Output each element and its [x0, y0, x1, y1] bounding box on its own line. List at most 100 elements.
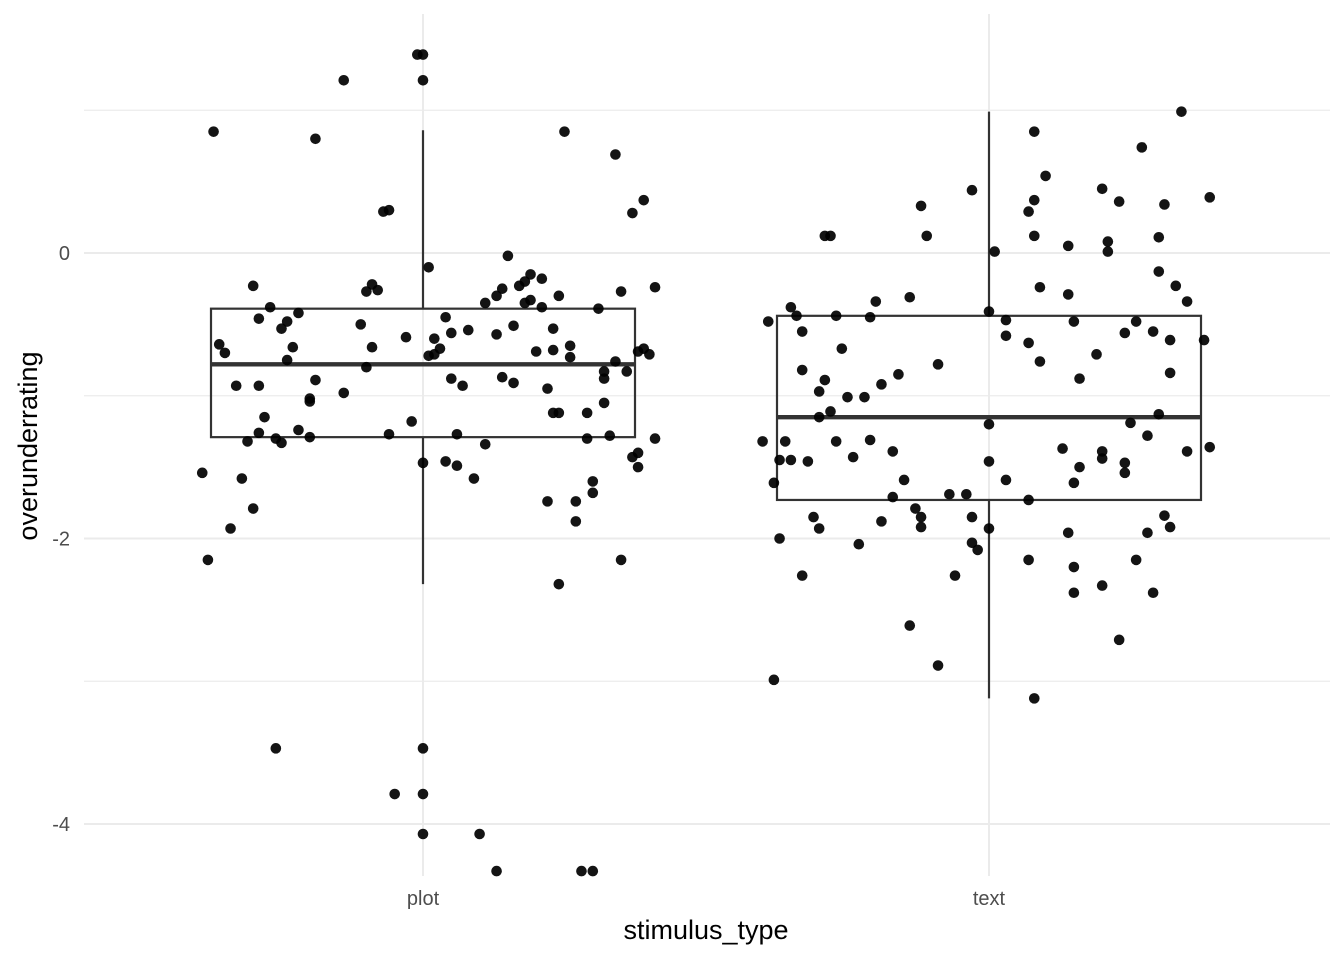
data-point	[983, 523, 995, 534]
data-point	[864, 434, 876, 446]
data-point	[293, 424, 304, 436]
data-point	[972, 544, 983, 556]
data-point	[1164, 334, 1176, 346]
data-point	[989, 246, 1000, 257]
data-point	[615, 554, 627, 566]
data-point	[762, 316, 774, 327]
data-point	[796, 364, 808, 376]
data-point	[1096, 453, 1108, 464]
data-point	[966, 511, 978, 523]
data-point	[1023, 206, 1034, 217]
data-point	[338, 387, 350, 399]
data-point	[1000, 314, 1012, 326]
data-point	[553, 578, 565, 590]
data-point	[1136, 142, 1148, 153]
data-point	[1113, 196, 1125, 207]
data-point	[791, 310, 802, 322]
data-point	[1142, 430, 1153, 442]
data-point	[904, 291, 916, 303]
data-point	[1204, 192, 1216, 203]
data-point	[1068, 477, 1080, 489]
data-point	[281, 354, 293, 366]
data-point	[446, 327, 457, 339]
data-point	[1181, 296, 1193, 307]
data-point	[496, 371, 508, 383]
data-point	[508, 377, 519, 389]
data-point	[915, 511, 927, 523]
data-point	[530, 346, 542, 357]
data-point	[491, 865, 502, 877]
data-point	[1023, 494, 1034, 506]
data-point	[417, 74, 429, 86]
data-point	[598, 366, 610, 377]
data-point	[1130, 554, 1142, 566]
data-point	[1068, 316, 1080, 327]
x-axis-title: stimulus_type	[623, 915, 788, 945]
data-point	[1159, 199, 1170, 210]
data-point	[491, 290, 502, 302]
data-point	[542, 383, 553, 394]
data-point	[304, 396, 316, 407]
data-point	[825, 406, 836, 417]
data-point	[1153, 409, 1165, 420]
data-point	[310, 133, 321, 145]
data-point	[983, 456, 995, 467]
data-point	[570, 496, 582, 507]
box-rect	[209, 307, 637, 439]
data-point	[910, 503, 921, 514]
data-point	[1119, 457, 1131, 469]
data-point	[1164, 367, 1176, 379]
data-point	[1164, 521, 1176, 533]
data-point	[1091, 349, 1102, 360]
data-point	[553, 407, 565, 419]
data-point	[361, 361, 372, 373]
data-point	[842, 391, 853, 403]
data-point	[1170, 280, 1182, 292]
data-point	[825, 230, 836, 242]
data-point	[310, 374, 321, 386]
data-point	[1068, 561, 1080, 573]
data-point	[253, 380, 265, 392]
data-point	[389, 788, 401, 800]
data-point	[887, 446, 899, 457]
data-point	[1130, 316, 1142, 327]
data-point	[259, 411, 270, 423]
data-point	[1034, 281, 1046, 293]
x-tick-label-plot: plot	[407, 888, 440, 910]
data-point	[253, 313, 265, 324]
data-point	[553, 290, 565, 302]
data-point	[1102, 236, 1114, 247]
data-point	[621, 366, 633, 377]
data-point	[496, 283, 508, 294]
data-point	[451, 460, 463, 471]
data-point	[304, 431, 316, 443]
data-point	[1147, 326, 1159, 337]
data-point	[264, 301, 276, 313]
data-point	[944, 488, 955, 500]
data-point	[1142, 527, 1153, 539]
data-point	[1062, 527, 1074, 539]
data-point	[983, 419, 995, 430]
data-point	[836, 343, 848, 354]
data-point	[904, 620, 916, 631]
data-point	[604, 430, 616, 442]
data-point	[457, 380, 468, 392]
data-point	[847, 451, 859, 463]
data-point	[961, 488, 972, 500]
data-point	[1028, 126, 1040, 137]
data-point	[361, 286, 372, 297]
data-point	[1176, 106, 1187, 117]
data-point	[417, 828, 429, 840]
data-point	[1147, 587, 1159, 599]
data-point	[253, 427, 265, 439]
data-point	[247, 280, 259, 292]
data-point	[491, 329, 502, 340]
x-tick-label-text: text	[973, 888, 1006, 910]
data-point	[564, 351, 576, 363]
data-point	[627, 207, 638, 219]
data-point	[479, 438, 491, 450]
data-point	[287, 341, 299, 353]
data-point	[536, 301, 548, 313]
data-point	[830, 436, 842, 447]
